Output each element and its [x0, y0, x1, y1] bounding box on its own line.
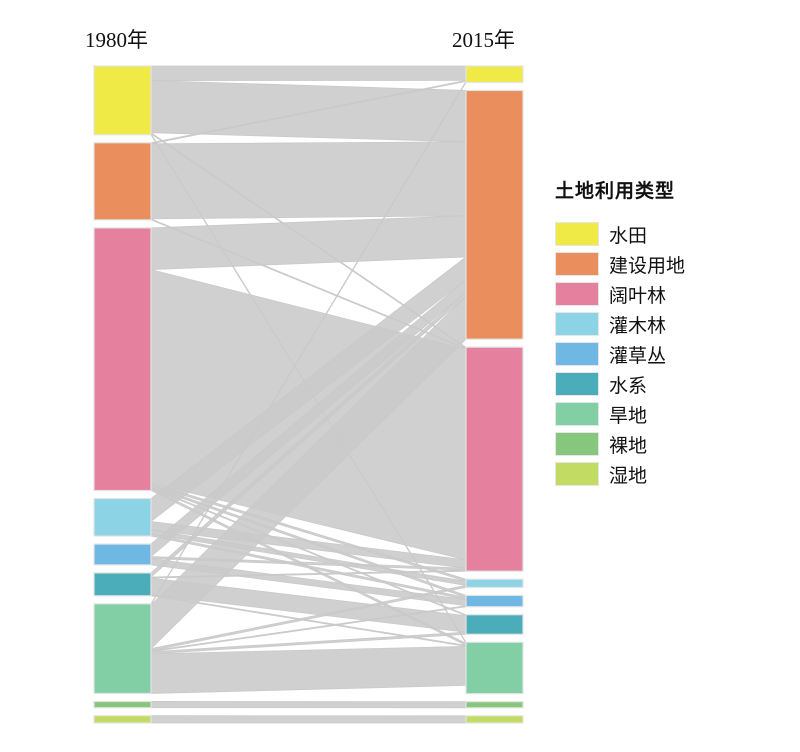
node-bar	[93, 227, 152, 492]
legend-swatch	[555, 222, 599, 246]
legend-swatch	[555, 462, 599, 486]
legend-label: 旱地	[609, 404, 648, 427]
node-bar	[93, 572, 152, 597]
node-bar	[93, 65, 152, 136]
node-bar	[465, 578, 524, 589]
node-bar	[93, 715, 152, 724]
legend-item: 灌木林	[555, 309, 775, 339]
node-bar	[465, 614, 524, 635]
node-bar	[465, 641, 524, 695]
flow-links	[150, 65, 467, 724]
node-bar	[465, 715, 524, 724]
legend-item: 裸地	[555, 429, 775, 459]
legend-item: 旱地	[555, 399, 775, 429]
legend-swatch	[555, 342, 599, 366]
flow-link	[150, 715, 467, 724]
node-bar	[465, 65, 524, 84]
right-column-label: 2015年	[452, 28, 515, 52]
legend-item: 建设用地	[555, 249, 775, 279]
node-bar	[465, 701, 524, 709]
node-bar	[465, 89, 524, 340]
legend-label: 灌木林	[609, 314, 667, 337]
legend-items: 水田建设用地阔叶林灌木林灌草丛水系旱地裸地湿地	[555, 219, 775, 489]
category-nodes	[93, 65, 524, 724]
node-bar	[93, 142, 152, 221]
node-bar	[465, 594, 524, 608]
flow-link	[150, 701, 467, 709]
flow-link	[150, 141, 467, 220]
legend-item: 阔叶林	[555, 279, 775, 309]
node-bar	[93, 700, 152, 709]
legend-label: 裸地	[609, 434, 648, 457]
legend-swatch	[555, 282, 599, 306]
legend-swatch	[555, 312, 599, 336]
legend-swatch	[555, 372, 599, 396]
legend-label: 阔叶林	[609, 284, 667, 307]
left-column-label: 1980年	[85, 28, 148, 52]
legend-label: 建设用地	[609, 254, 686, 277]
legend-swatch	[555, 252, 599, 276]
node-bar	[465, 346, 524, 572]
legend-swatch	[555, 432, 599, 456]
flow-link	[150, 215, 467, 271]
legend-title: 土地利用类型	[555, 180, 676, 202]
legend-item: 水田	[555, 219, 775, 249]
legend-item: 湿地	[555, 459, 775, 489]
node-bar	[93, 543, 152, 566]
legend-item: 灌草丛	[555, 339, 775, 369]
legend-item: 水系	[555, 369, 775, 399]
legend-label: 湿地	[609, 464, 648, 487]
legend-swatch	[555, 402, 599, 426]
legend-label: 水田	[609, 224, 648, 247]
flow-link	[150, 645, 467, 694]
flow-link	[150, 65, 467, 81]
node-bar	[93, 497, 152, 537]
legend-label: 水系	[609, 374, 648, 397]
legend: 土地利用类型 水田建设用地阔叶林灌木林灌草丛水系旱地裸地湿地	[555, 176, 775, 489]
node-bar	[93, 603, 152, 695]
legend-label: 灌草丛	[609, 344, 667, 367]
